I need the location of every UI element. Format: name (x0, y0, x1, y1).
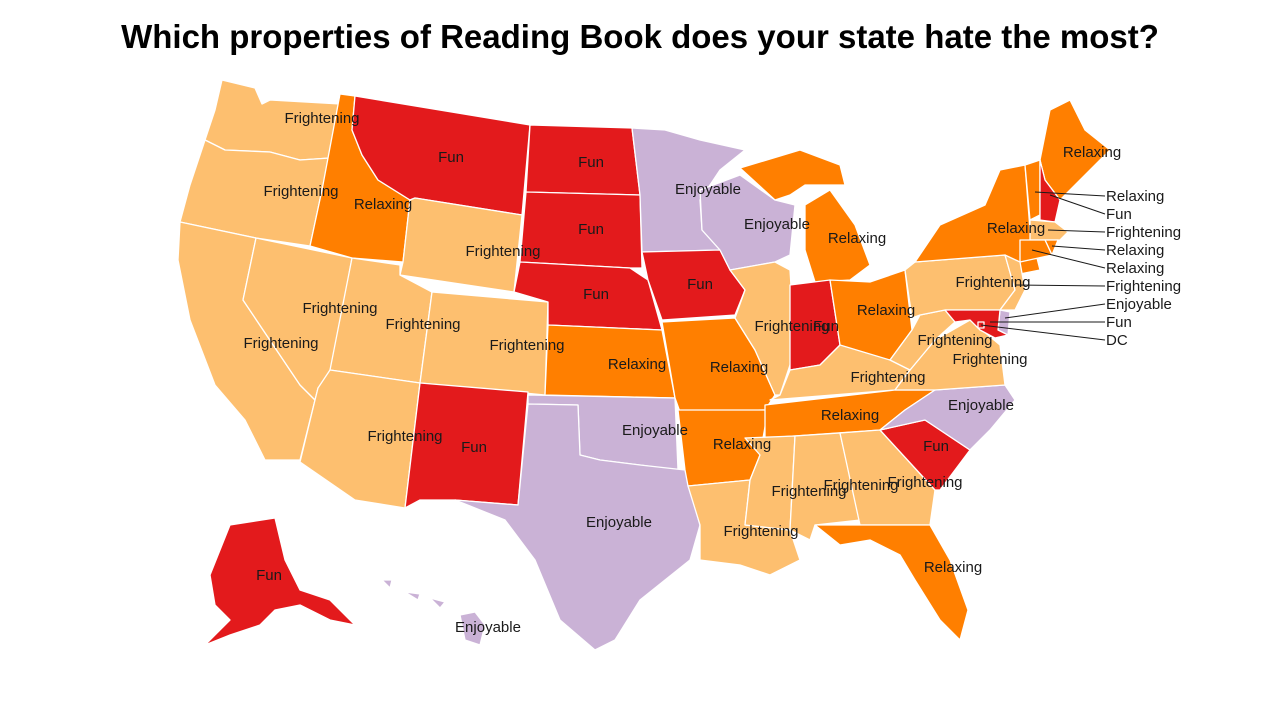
state-shapes (177, 79, 1111, 651)
label-or: Frightening (263, 183, 338, 200)
label-vt: Relaxing (1106, 188, 1164, 205)
label-nm: Fun (461, 439, 487, 456)
label-nh: Fun (1106, 206, 1132, 223)
label-in: Fun (813, 318, 839, 335)
label-nj: Frightening (1106, 278, 1181, 295)
label-mn: Enjoyable (675, 181, 741, 198)
label-ut: Frightening (385, 316, 460, 333)
label-ak: Fun (256, 567, 282, 584)
state-mi (739, 149, 871, 283)
label-mo: Relaxing (710, 359, 768, 376)
leader-dc (980, 324, 1106, 341)
state-nc (879, 384, 1016, 451)
label-la: Frightening (723, 523, 798, 540)
leader-ma (1047, 229, 1106, 233)
label-ri: Relaxing (1106, 242, 1164, 259)
state-fl (814, 524, 969, 641)
label-al: Frightening (823, 477, 898, 494)
label-fl: Relaxing (924, 559, 982, 576)
label-ar: Relaxing (713, 436, 771, 453)
label-sc: Fun (923, 438, 949, 455)
label-ks: Relaxing (608, 356, 666, 373)
state-md (944, 309, 1009, 339)
label-wv: Frightening (917, 332, 992, 349)
leader-vt (1034, 191, 1106, 197)
label-co: Frightening (489, 337, 564, 354)
leader-nh (1049, 194, 1106, 215)
label-tx: Enjoyable (586, 514, 652, 531)
label-ia: Fun (687, 276, 713, 293)
label-nd: Fun (578, 154, 604, 171)
label-ca: Frightening (243, 335, 318, 352)
label-mi: Relaxing (828, 230, 886, 247)
map-title: Which properties of Reading Book does yo… (121, 18, 1159, 55)
state-ak (204, 517, 356, 646)
label-sd: Fun (578, 221, 604, 238)
leader-ct (1031, 249, 1106, 269)
label-ga: Frightening (887, 474, 962, 491)
label-wy: Frightening (465, 243, 540, 260)
label-nc: Enjoyable (948, 397, 1014, 414)
state-tx (454, 403, 701, 651)
leader-nj (1014, 284, 1106, 287)
label-de: Enjoyable (1106, 296, 1172, 313)
state-ga (839, 429, 936, 526)
label-wi: Enjoyable (744, 216, 810, 233)
label-dc: DC (1106, 332, 1128, 349)
label-wa: Frightening (284, 110, 359, 127)
state-nh (1039, 159, 1061, 223)
label-hi: Enjoyable (455, 619, 521, 636)
leader-ri (1051, 245, 1106, 251)
state-sd (519, 191, 643, 269)
callout-leader-lines (980, 191, 1106, 341)
label-il: Frightening (754, 318, 829, 335)
state-wi (699, 174, 796, 271)
label-va: Frightening (952, 351, 1027, 368)
label-oh: Relaxing (857, 302, 915, 319)
label-pa: Frightening (955, 274, 1030, 291)
label-mt: Fun (438, 149, 464, 166)
label-ct: Relaxing (1106, 260, 1164, 277)
label-ms: Frightening (771, 483, 846, 500)
label-nv: Frightening (302, 300, 377, 317)
label-ne: Fun (583, 286, 609, 303)
label-ok: Enjoyable (622, 422, 688, 439)
label-md: Fun (1106, 314, 1132, 331)
label-az: Frightening (367, 428, 442, 445)
label-me: Relaxing (1063, 144, 1121, 161)
label-ma: Frightening (1106, 224, 1181, 241)
state-il (729, 261, 796, 396)
label-ky: Frightening (850, 369, 925, 386)
state-hi (381, 579, 486, 646)
state-nj (999, 254, 1026, 311)
label-tn: Relaxing (821, 407, 879, 424)
label-id: Relaxing (354, 196, 412, 213)
label-ny: Relaxing (987, 220, 1045, 237)
leader-de (1004, 303, 1106, 319)
state-labels: Frightening Frightening Frightening Frig… (243, 110, 1181, 636)
